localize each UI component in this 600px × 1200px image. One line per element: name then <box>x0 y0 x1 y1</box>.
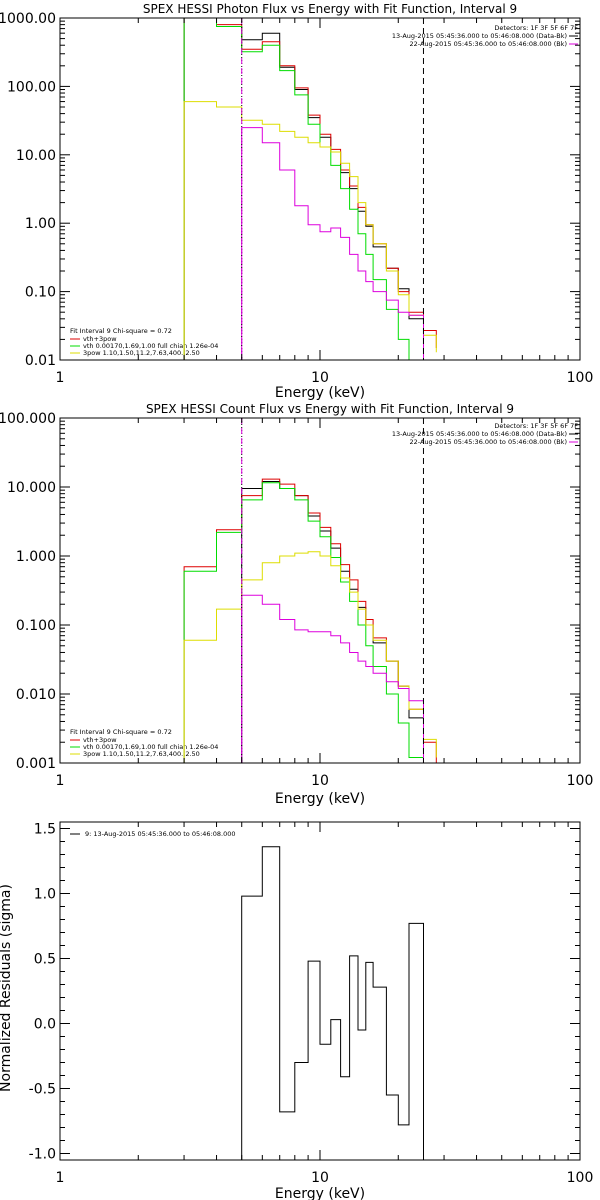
photon-fit-summary: Fit Interval 9 Chi-square = 0.72 <box>70 327 172 335</box>
photon-xtick-label: 100 <box>567 370 594 386</box>
photon-data-layer <box>183 18 437 360</box>
count-xtick-label: 1 <box>56 773 65 789</box>
residual-xtick-label: 10 <box>311 1170 329 1186</box>
photon-series-3 <box>183 101 437 360</box>
count-xtick-label: 100 <box>567 773 594 789</box>
photon-legend-powerlaw: 3pow 1.10,1.50,11.2,7.63,400.,2.50 <box>83 349 200 357</box>
photon-ytick-label: 100.00 <box>7 79 56 95</box>
residuals-ylabel: Normalized Residuals (sigma) <box>0 884 14 1092</box>
residual-ytick-label: 0.0 <box>34 1017 56 1033</box>
residuals-xlabel: Energy (keV) <box>275 1186 365 1200</box>
residual-ytick-label: 0.5 <box>34 952 56 968</box>
photon-data-interval-info: 13-Aug-2015 05:45:36.000 to 05:46:08.000… <box>392 32 567 40</box>
residual-series-0 <box>241 846 424 1160</box>
count-ytick-label: 0.001 <box>16 756 56 772</box>
count-ytick-label: 100.000 <box>0 411 56 427</box>
count-flux-title: SPEX HESSI Count Flux vs Energy with Fit… <box>146 402 514 416</box>
photon-xtick-label: 10 <box>311 370 329 386</box>
count-series-4 <box>241 594 424 763</box>
count-flux-panel: SPEX HESSI Count Flux vs Energy with Fit… <box>0 402 593 807</box>
count-legend-total: vth+3pow <box>83 736 117 744</box>
residual-xtick-label: 1 <box>56 1170 65 1186</box>
photon-detectors-info: Detectors: 1F 3F 5F 6F 7F <box>494 24 578 32</box>
count-data-interval-info: 13-Aug-2015 05:45:36.000 to 05:46:08.000… <box>392 430 567 438</box>
photon-legend-total: vth+3pow <box>83 335 117 343</box>
photon-legend-thermal: vth 0.00170,1.69,1.00 full chian 1.26e-0… <box>83 342 218 350</box>
photon-xtick-label: 1 <box>56 370 65 386</box>
photon-ytick-label: 1.00 <box>25 216 56 232</box>
photon-flux-title: SPEX HESSI Photon Flux vs Energy with Fi… <box>143 2 517 16</box>
count-ytick-label: 10.000 <box>7 480 56 496</box>
residual-ytick-label: 1.5 <box>34 822 56 838</box>
residual-ytick-label: 1.0 <box>34 887 56 903</box>
count-flux-xlabel: Energy (keV) <box>275 791 365 807</box>
photon-ytick-label: 0.10 <box>25 285 56 301</box>
photon-ytick-label: 1000.00 <box>0 11 56 27</box>
photon-background-interval-info: 22-Aug-2015 05:45:36.000 to 05:46:08.000… <box>410 40 567 48</box>
photon-flux-panel: SPEX HESSI Photon Flux vs Energy with Fi… <box>0 2 593 401</box>
count-series-2 <box>183 482 424 763</box>
count-ytick-label: 0.100 <box>16 618 56 634</box>
count-xtick-label: 10 <box>311 773 329 789</box>
photon-ytick-label: 10.00 <box>16 148 56 164</box>
residuals-legend-entry: 9: 13-Aug-2015 05:45:36.000 to 05:46:08.… <box>85 830 236 838</box>
count-detectors-info: Detectors: 1F 3F 5F 6F 7F <box>494 422 578 430</box>
residual-ytick-label: -0.5 <box>29 1082 56 1098</box>
residuals-panel: Energy (keV) Normalized Residuals (sigma… <box>0 821 594 1200</box>
count-ytick-label: 1.000 <box>16 549 56 565</box>
residual-data-layer <box>241 846 424 1160</box>
photon-ytick-label: 0.01 <box>25 353 56 369</box>
count-ytick-label: 0.010 <box>16 687 56 703</box>
photon-series-4 <box>241 127 424 360</box>
count-legend-powerlaw: 3pow 1.10,1.50,11.2,7.63,400.,2.50 <box>83 750 200 758</box>
photon-flux-xlabel: Energy (keV) <box>275 385 365 401</box>
count-fit-summary: Fit Interval 9 Chi-square = 0.72 <box>70 728 172 736</box>
count-data-layer <box>183 418 437 763</box>
residual-xtick-label: 100 <box>567 1170 594 1186</box>
residual-ytick-label: -1.0 <box>29 1147 56 1163</box>
count-background-interval-info: 22-Aug-2015 05:45:36.000 to 05:46:08.000… <box>410 438 567 446</box>
count-legend-thermal: vth 0.00170,1.69,1.00 full chian 1.26e-0… <box>83 743 218 751</box>
photon-series-2 <box>183 18 424 360</box>
